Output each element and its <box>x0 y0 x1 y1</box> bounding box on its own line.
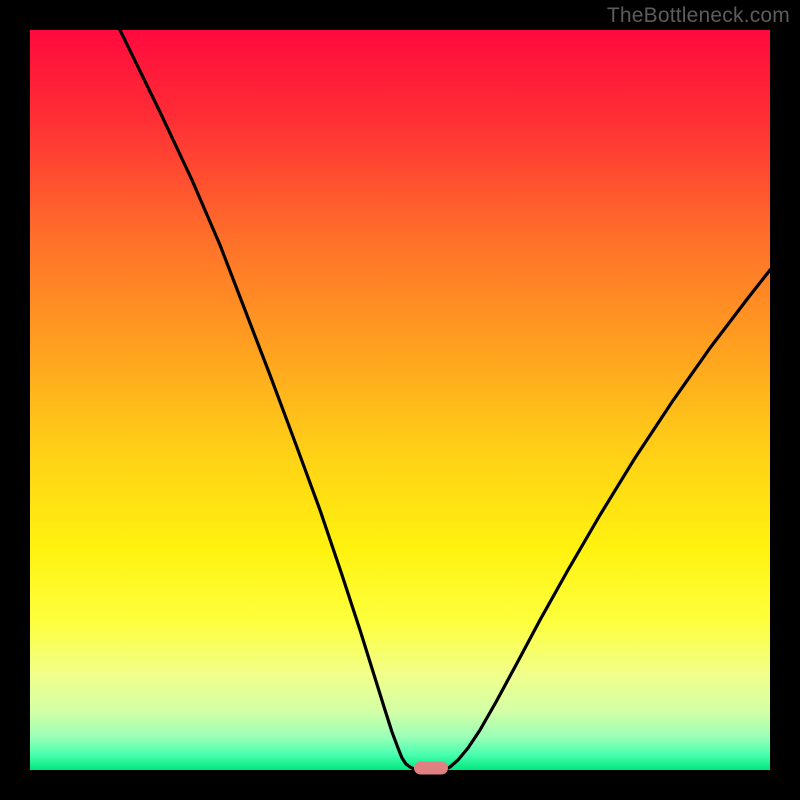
curve-right-branch <box>444 270 770 770</box>
chart-stage: TheBottleneck.com <box>0 0 800 800</box>
plot-area <box>30 30 770 770</box>
optimal-marker <box>414 761 448 774</box>
curve-left-branch <box>120 30 419 770</box>
bottleneck-curve <box>30 30 770 770</box>
watermark-text: TheBottleneck.com <box>607 4 790 28</box>
